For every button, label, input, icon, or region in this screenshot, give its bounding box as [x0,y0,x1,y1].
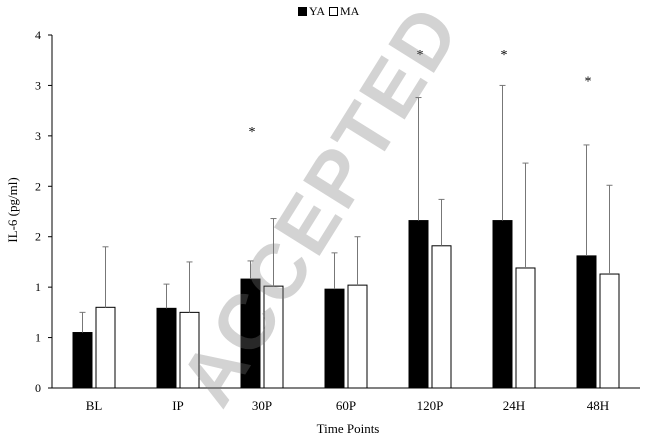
bar-ya-30p [240,278,261,389]
significance-marker: * [585,74,592,89]
legend-label-ya: YA [309,4,326,18]
x-tick-label: IP [172,398,184,413]
y-tick-label: 0 [35,381,41,395]
legend-swatch-ma [329,7,339,16]
bar-ya-48h [576,255,597,389]
significance-marker: * [501,48,508,63]
bar-ma-bl [95,306,116,389]
bar-ma-24h [515,267,536,389]
bar-ma-60p [347,284,368,389]
legend: YA MA [298,4,359,19]
significance-marker: * [417,48,424,63]
x-tick-label: 120P [417,398,444,413]
y-tick-label: 3 [35,78,41,92]
x-tick-label: 60P [336,398,356,413]
x-axis-title: Time Points [316,421,380,436]
significance-marker: * [249,125,256,140]
y-tick-label: 2 [35,179,41,193]
bar-ma-30p [263,285,284,389]
x-tick-label: BL [86,398,103,413]
bar-ya-120p [408,220,429,389]
bar-ma-48h [599,273,620,389]
y-tick-label: 4 [35,28,41,42]
bar-ya-ip [156,307,177,389]
bar-ma-ip [179,311,200,389]
x-tick-label: 30P [252,398,272,413]
y-tick-label: 3 [35,129,41,143]
x-tick-label: 48H [587,398,609,413]
y-tick-label: 2 [35,230,41,244]
bar-ma-120p [431,245,452,389]
legend-swatch-ya [298,7,307,16]
legend-label-ma: MA [340,4,360,18]
y-axis-title: IL-6 (pg/ml) [5,177,20,243]
y-tick-label: 1 [35,331,41,345]
y-tick-label: 1 [35,280,41,294]
bar-ya-bl [72,332,93,389]
x-tick-label: 24H [503,398,525,413]
bar-ya-24h [492,220,513,389]
bar-ya-60p [324,288,345,389]
